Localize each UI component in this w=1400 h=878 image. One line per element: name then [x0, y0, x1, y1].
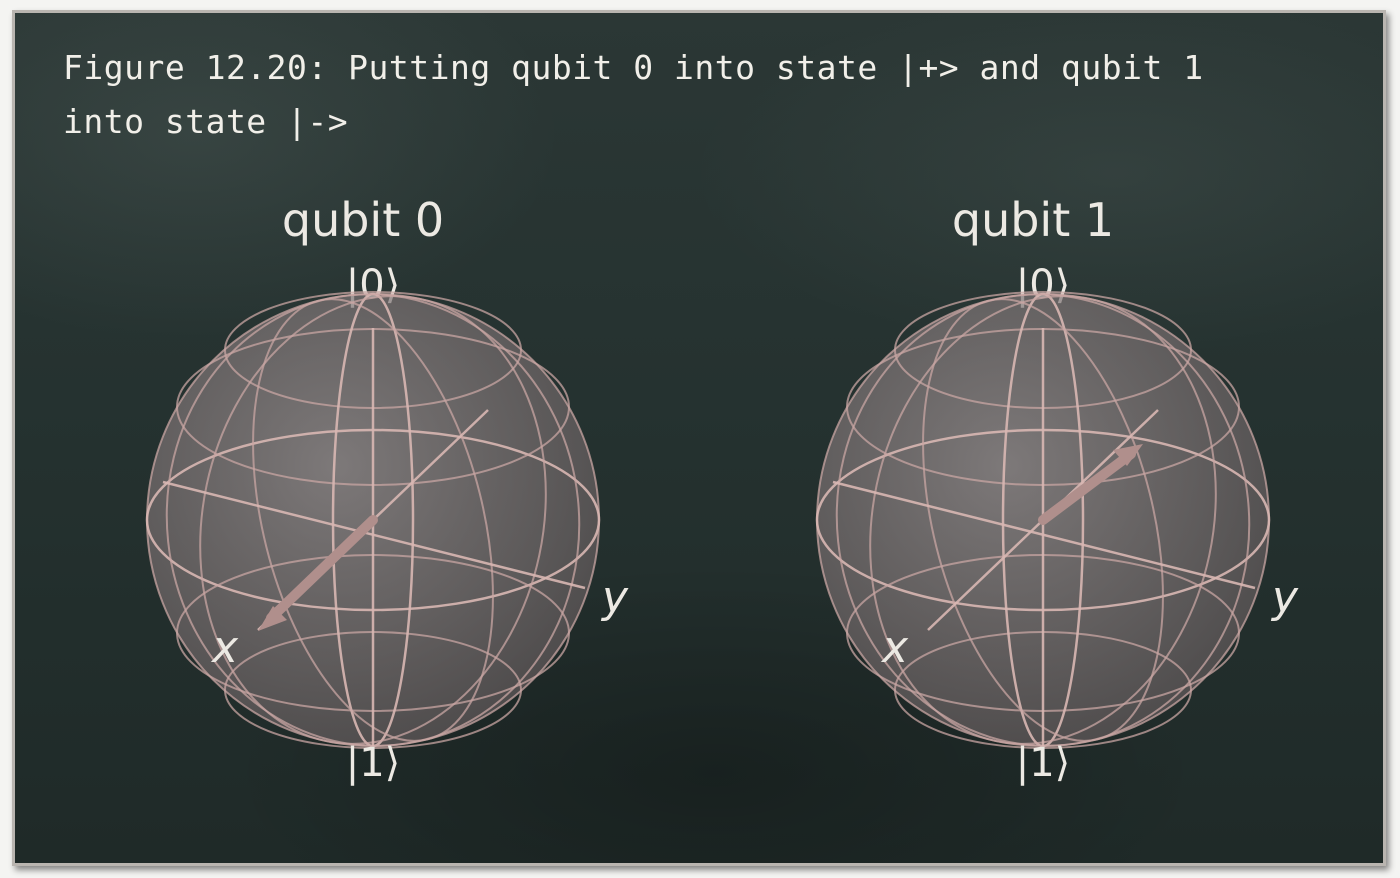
sphere-title: qubit 0	[282, 193, 444, 247]
bloch-sphere-qubit-1: qubit 1 |0⟩ x y |1⟩	[815, 193, 1299, 786]
y-axis	[832, 480, 1256, 590]
x-axis-label: x	[210, 622, 239, 673]
bloch-spheres-diagram: qubit 0 |0⟩ x y |1⟩	[145, 193, 1299, 786]
chalkboard: Figure 12.20: Putting qubit 0 into state…	[12, 10, 1386, 866]
south-pole-label: |1⟩	[1016, 740, 1071, 786]
state-vector	[266, 515, 378, 623]
x-axis-label: x	[880, 622, 909, 673]
meridian-ring-b	[869, 295, 1217, 745]
state-vector-arrowhead	[258, 606, 287, 631]
y-axis	[162, 480, 586, 590]
bloch-sphere-qubit-0: qubit 0 |0⟩ x y |1⟩	[145, 193, 629, 786]
y-axis-label: y	[1270, 572, 1299, 623]
meridian-ring-c	[835, 293, 1251, 747]
sphere-title: qubit 1	[952, 193, 1114, 247]
state-vector	[1038, 449, 1136, 525]
south-pole-label: |1⟩	[346, 740, 401, 786]
figure-caption: Figure 12.20: Putting qubit 0 into state…	[63, 48, 1204, 141]
y-axis-label: y	[600, 572, 629, 623]
state-vector-arrowhead	[1113, 444, 1143, 466]
meridian-ring-b	[199, 295, 547, 745]
